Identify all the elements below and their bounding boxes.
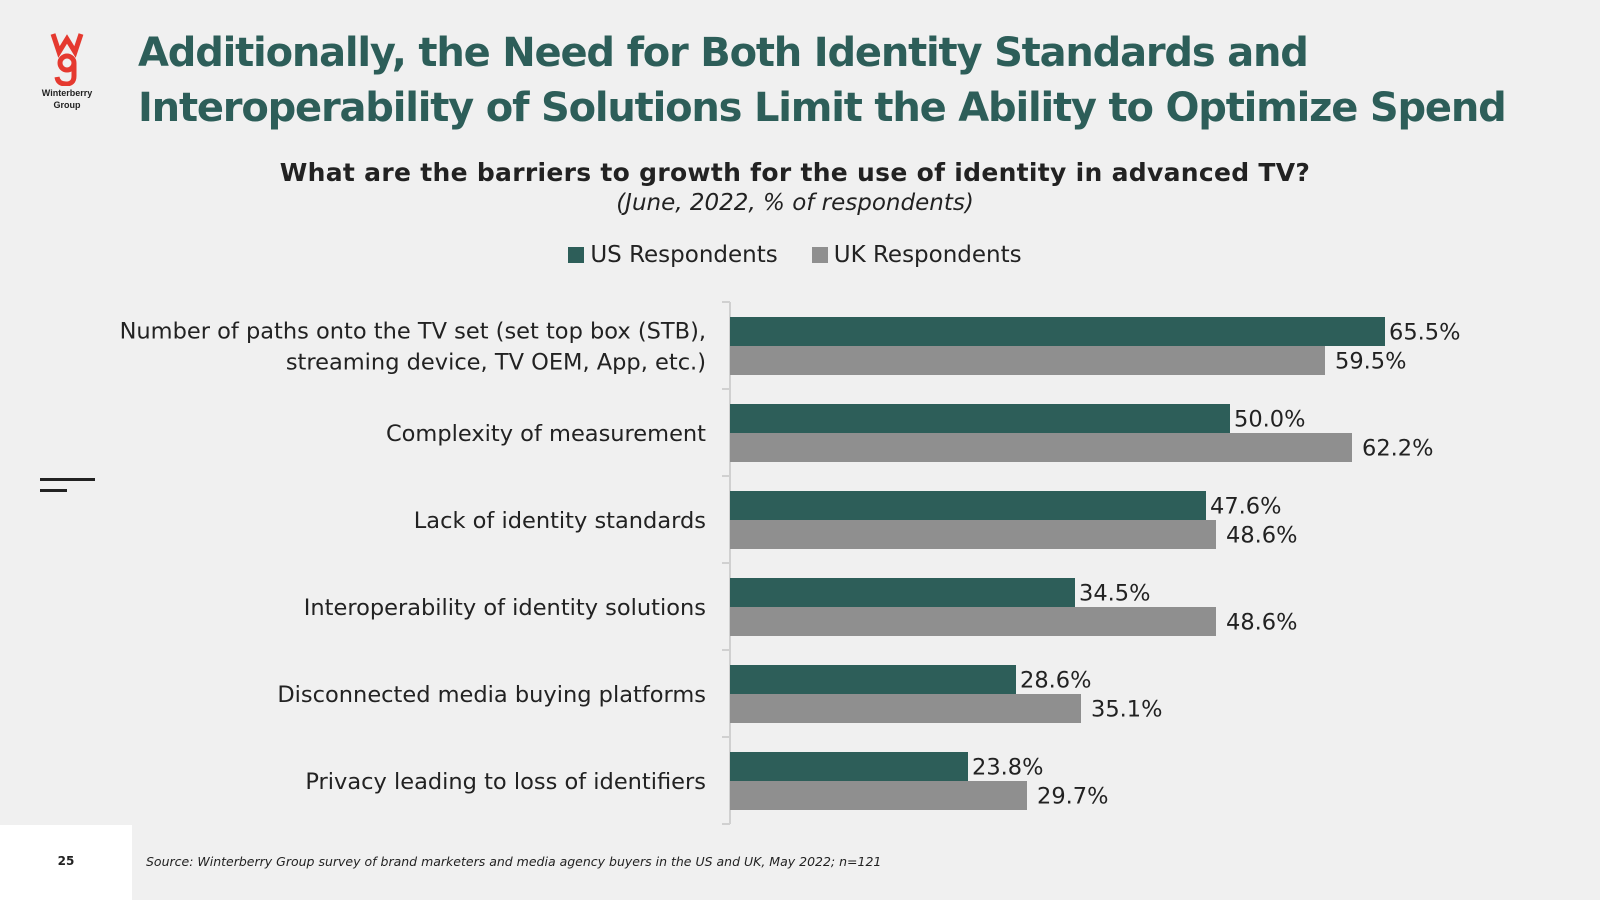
chart-title: What are the barriers to growth for the … <box>279 158 1311 187</box>
source-note: Source: Winterberry Group survey of bran… <box>146 854 882 869</box>
category-label: Number of paths onto the TV set (set top… <box>120 319 706 376</box>
category-label: Disconnected media buying platforms <box>277 682 706 708</box>
bar-uk <box>730 346 1325 375</box>
category-label-line: Privacy leading to loss of identifiers <box>305 769 706 795</box>
page-title-line1: Additionally, the Need for Both Identity… <box>138 30 1309 76</box>
bar-us <box>730 317 1385 346</box>
logo-brand-line1: Winterberry <box>41 88 93 98</box>
data-label-us: 28.6% <box>1020 668 1091 694</box>
data-label-uk: 48.6% <box>1226 523 1297 549</box>
decorative-line-long <box>40 478 95 481</box>
chart-legend: US Respondents UK Respondents <box>0 242 1590 268</box>
bar-us <box>730 665 1016 694</box>
data-label-us: 23.8% <box>972 755 1043 781</box>
category-label-line: Lack of identity standards <box>414 508 706 534</box>
chart-subtitle: (June, 2022, % of respondents) <box>616 190 974 216</box>
category-label-line: Interoperability of identity solutions <box>304 595 706 621</box>
decorative-line-short <box>40 489 67 492</box>
data-label-uk: 59.5% <box>1335 349 1406 375</box>
page-number: 25 <box>57 854 75 868</box>
page-title: Additionally, the Need for Both Identity… <box>138 26 1578 136</box>
legend-label-us: US Respondents <box>590 242 778 268</box>
bar-us <box>730 491 1206 520</box>
category-label: Interoperability of identity solutions <box>304 595 706 621</box>
data-label-uk: 29.7% <box>1037 784 1108 810</box>
page-number-box <box>0 825 132 900</box>
bar-us <box>730 578 1075 607</box>
data-label-uk: 35.1% <box>1091 697 1162 723</box>
bar-us <box>730 404 1230 433</box>
logo-brand-line2: Group <box>53 100 81 110</box>
category-label-line: streaming device, TV OEM, App, etc.) <box>286 350 706 376</box>
category-label-line: Disconnected media buying platforms <box>277 682 706 708</box>
data-label-us: 50.0% <box>1234 407 1305 433</box>
wg-logo-mark-icon <box>50 33 84 86</box>
data-label-us: 47.6% <box>1210 494 1281 520</box>
category-label-line: Complexity of measurement <box>386 421 706 447</box>
bar-uk <box>730 433 1352 462</box>
bar-uk <box>730 607 1216 636</box>
legend-swatch-us <box>568 247 585 263</box>
winterberry-logo: Winterberry Group <box>30 30 104 114</box>
category-label: Complexity of measurement <box>386 421 706 447</box>
bar-uk <box>730 781 1027 810</box>
legend-label-uk: UK Respondents <box>833 242 1022 268</box>
category-label: Privacy leading to loss of identifiers <box>305 769 706 795</box>
bar-us <box>730 752 968 781</box>
legend-item-us: US Respondents <box>568 242 778 268</box>
bar-uk <box>730 520 1216 549</box>
data-label-uk: 48.6% <box>1226 610 1297 636</box>
legend-swatch-uk <box>811 247 828 263</box>
data-label-us: 34.5% <box>1079 581 1150 607</box>
data-label-us: 65.5% <box>1389 320 1460 346</box>
category-label-line: Number of paths onto the TV set (set top… <box>120 319 706 345</box>
bar-uk <box>730 694 1081 723</box>
page-title-line2: Interoperability of Solutions Limit the … <box>138 85 1507 131</box>
legend-item-uk: UK Respondents <box>811 242 1022 268</box>
category-label: Lack of identity standards <box>414 508 706 534</box>
data-label-uk: 62.2% <box>1362 436 1433 462</box>
